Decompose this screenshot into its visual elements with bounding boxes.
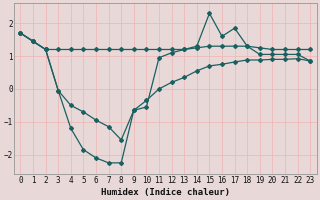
X-axis label: Humidex (Indice chaleur): Humidex (Indice chaleur) — [101, 188, 230, 197]
